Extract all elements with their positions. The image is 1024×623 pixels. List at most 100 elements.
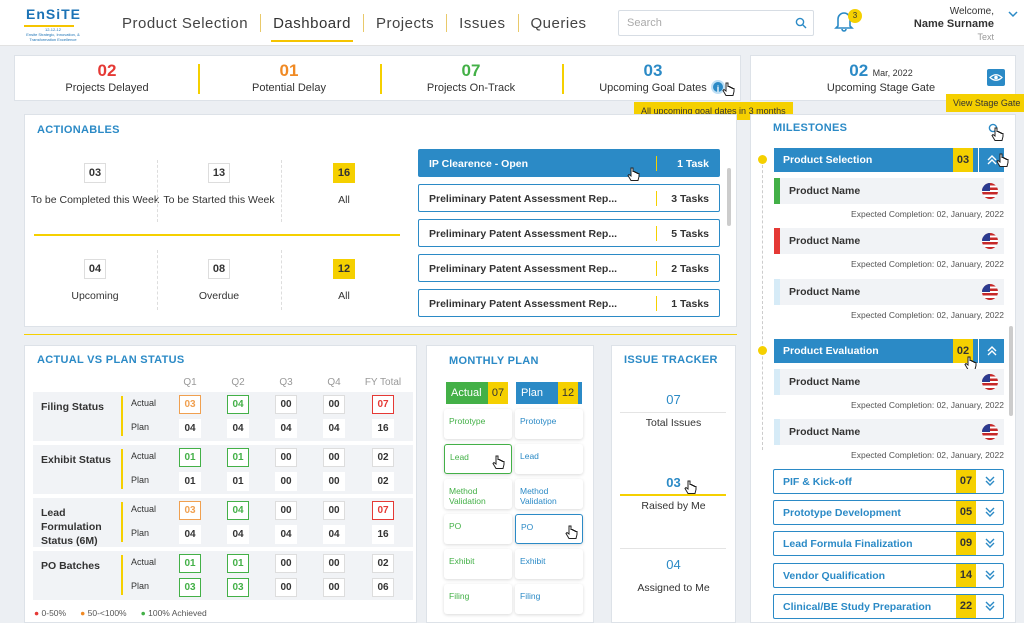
avp-actual-cell[interactable]: 00	[323, 395, 345, 414]
plan-card[interactable]: Prototype	[515, 409, 583, 439]
milestone-group-product-evaluation[interactable]: Product Evaluation	[774, 339, 979, 363]
avp-actual-cell[interactable]: 01	[179, 554, 201, 573]
all-count[interactable]: 12	[333, 259, 355, 279]
plan-card[interactable]: Exhibit	[515, 549, 583, 579]
milestone-group-collapsed[interactable]: Vendor Qualification 14	[773, 563, 1004, 588]
avp-plan-cell[interactable]: 00	[323, 472, 345, 491]
avp-plan-cell[interactable]: 03	[179, 578, 201, 597]
task-row[interactable]: Preliminary Patent Assessment Rep... 1 Ta…	[418, 289, 720, 317]
avp-plan-cell[interactable]: 16	[372, 525, 394, 544]
task-row[interactable]: Preliminary Patent Assessment Rep... 2 Ta…	[418, 254, 720, 282]
avp-actual-cell[interactable]: 02	[372, 448, 394, 467]
avp-actual-cell[interactable]: 01	[227, 554, 249, 573]
overdue-count[interactable]: 08	[208, 259, 230, 279]
expand-button[interactable]	[977, 595, 1003, 618]
milestone-item[interactable]: Product Name	[774, 279, 1004, 305]
milestone-group-collapsed[interactable]: Lead Formula Finalization 09	[773, 531, 1004, 556]
avp-plan-cell[interactable]: 16	[372, 419, 394, 438]
avp-actual-cell[interactable]: 00	[275, 395, 297, 414]
milestone-item[interactable]: Product Name	[774, 369, 1004, 395]
avp-plan-cell[interactable]: 03	[227, 578, 249, 597]
avp-plan-cell[interactable]: 01	[179, 472, 201, 491]
actual-plan-card[interactable]: Exhibit	[444, 549, 512, 579]
milestone-group-collapsed[interactable]: Prototype Development 05	[773, 500, 1004, 525]
avp-plan-cell[interactable]: 04	[323, 419, 345, 438]
task-row[interactable]: Preliminary Patent Assessment Rep... 5 Ta…	[418, 219, 720, 247]
actual-plan-card[interactable]: Prototype	[444, 409, 512, 439]
user-menu[interactable]: Welcome, Name Surname Text	[914, 6, 994, 43]
avp-plan-cell[interactable]: 04	[227, 525, 249, 544]
avp-actual-cell[interactable]: 01	[227, 448, 249, 467]
task-list-scrollbar[interactable]	[727, 168, 731, 226]
avp-plan-cell[interactable]: 04	[275, 525, 297, 544]
plan-card[interactable]: Method Validation	[515, 479, 583, 509]
avp-actual-cell[interactable]: 03	[179, 501, 201, 520]
avp-actual-cell[interactable]: 07	[372, 395, 394, 414]
milestone-group-collapsed[interactable]: PIF & Kick-off 07	[773, 469, 1004, 494]
stat-potential-delay[interactable]: 01 Potential Delay	[199, 62, 379, 95]
info-icon[interactable]: i	[711, 80, 725, 94]
nav-issues[interactable]: Issues	[459, 14, 506, 32]
avp-actual-cell[interactable]: 00	[323, 554, 345, 573]
search-input[interactable]: Search	[618, 10, 814, 36]
issue-assigned-to-me[interactable]: 04 Assigned to Me	[611, 557, 736, 594]
chevron-down-icon[interactable]	[1008, 10, 1018, 18]
avp-actual-cell[interactable]: 01	[179, 448, 201, 467]
avp-actual-cell[interactable]: 00	[275, 554, 297, 573]
nav-dashboard[interactable]: Dashboard	[261, 15, 363, 42]
bell-icon[interactable]	[834, 10, 854, 32]
ensite-logo[interactable]: EnSiTE 12-12-12 Ensite Strategic, Innova…	[14, 6, 88, 42]
nav-projects[interactable]: Projects	[375, 14, 435, 32]
view-stage-gate-button[interactable]	[987, 69, 1005, 86]
avp-plan-cell[interactable]: 04	[323, 525, 345, 544]
task-row[interactable]: Preliminary Patent Assessment Rep... 3 Ta…	[418, 184, 720, 212]
nav-product-selection[interactable]: Product Selection	[122, 14, 249, 32]
milestone-item[interactable]: Product Name	[774, 178, 1004, 204]
nav-queries[interactable]: Queries	[530, 14, 587, 32]
stat-projects-delayed[interactable]: 02 Projects Delayed	[17, 62, 197, 95]
all-week-count[interactable]: 16	[333, 163, 355, 183]
stat-on-track[interactable]: 07 Projects On-Track	[381, 62, 561, 95]
actual-plan-card[interactable]: Method Validation	[444, 479, 512, 509]
avp-actual-cell[interactable]: 04	[227, 501, 249, 520]
avp-plan-cell[interactable]: 04	[275, 419, 297, 438]
avp-actual-cell[interactable]: 02	[372, 554, 394, 573]
avp-plan-cell[interactable]: 04	[179, 419, 201, 438]
avp-plan-cell[interactable]: 01	[227, 472, 249, 491]
started-this-week-count[interactable]: 13	[208, 163, 230, 183]
expand-button[interactable]	[977, 532, 1003, 555]
avp-actual-cell[interactable]: 00	[323, 501, 345, 520]
upcoming-count[interactable]: 04	[84, 259, 106, 279]
milestones-scrollbar[interactable]	[1009, 326, 1013, 416]
expand-button[interactable]	[977, 564, 1003, 587]
stage-gate-card[interactable]: 02 Mar, 2022 Upcoming Stage Gate	[750, 55, 1016, 101]
avp-actual-cell[interactable]: 07	[372, 501, 394, 520]
avp-actual-cell[interactable]: 00	[275, 501, 297, 520]
completed-this-week-count[interactable]: 03	[84, 163, 106, 183]
avp-plan-cell[interactable]: 04	[179, 525, 201, 544]
avp-plan-cell[interactable]: 00	[275, 472, 297, 491]
avp-plan-cell[interactable]: 04	[227, 419, 249, 438]
avp-actual-cell[interactable]: 03	[179, 395, 201, 414]
avp-actual-cell[interactable]: 00	[323, 448, 345, 467]
plan-card[interactable]: Filing	[515, 584, 583, 614]
avp-plan-cell[interactable]: 00	[323, 578, 345, 597]
avp-plan-cell[interactable]: 00	[275, 578, 297, 597]
avp-actual-cell[interactable]: 00	[275, 448, 297, 467]
milestone-item[interactable]: Product Name	[774, 228, 1004, 254]
avp-plan-cell[interactable]: 02	[372, 472, 394, 491]
avp-plan-cell[interactable]: 06	[372, 578, 394, 597]
milestone-group-collapsed[interactable]: Clinical/BE Study Preparation 22	[773, 594, 1004, 619]
expand-button[interactable]	[977, 470, 1003, 493]
avp-actual-cell[interactable]: 04	[227, 395, 249, 414]
actual-plan-card[interactable]: PO	[444, 514, 512, 544]
collapse-button[interactable]	[978, 339, 1004, 363]
task-row[interactable]: IP Clearence - Open 1 Task	[418, 149, 720, 177]
issue-raised-by-me[interactable]: 03 Raised by Me	[611, 475, 736, 512]
search-icon[interactable]	[795, 17, 807, 29]
issue-total[interactable]: 07 Total Issues	[611, 392, 736, 429]
milestone-group-product-selection[interactable]: Product Selection	[774, 148, 979, 172]
expand-button[interactable]	[977, 501, 1003, 524]
actual-plan-card[interactable]: Filing	[444, 584, 512, 614]
plan-card[interactable]: Lead	[515, 444, 583, 474]
